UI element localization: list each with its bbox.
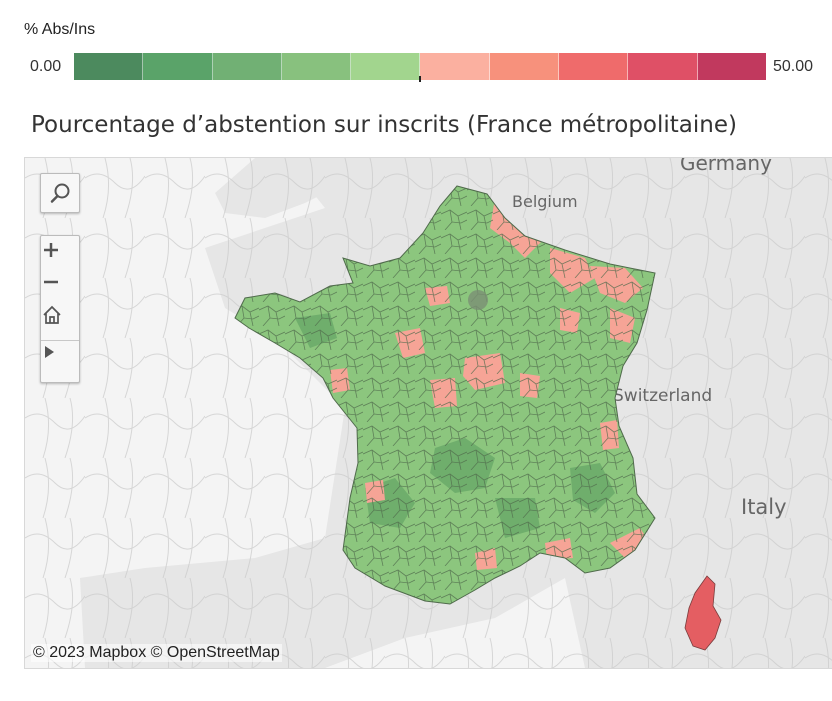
region-corsica[interactable] (684, 575, 722, 651)
map-title: Pourcentage d’abstention sur inscrits (F… (31, 112, 737, 138)
zoom-out-button[interactable] (41, 272, 79, 304)
country-label-germany: Germany (680, 158, 772, 175)
legend-swatch-2[interactable] (143, 53, 213, 80)
search-button[interactable] (40, 173, 80, 213)
legend-swatch-1[interactable] (74, 53, 144, 80)
plus-icon (44, 243, 58, 257)
search-icon (50, 183, 70, 203)
legend-swatch-8[interactable] (559, 53, 629, 80)
play-button[interactable] (41, 344, 79, 376)
map-canvas[interactable]: Germany Belgium Switzerland Italy (25, 158, 832, 668)
zoom-controls (40, 235, 80, 383)
home-icon (43, 305, 61, 324)
legend-swatch-7[interactable] (489, 53, 560, 80)
paris-dense-boundaries (468, 290, 488, 310)
legend-swatch-3[interactable] (212, 53, 282, 80)
minus-icon (44, 280, 58, 284)
legend-marker (419, 76, 421, 82)
legend-swatch-6[interactable] (420, 53, 490, 80)
zoom-in-button[interactable] (41, 240, 79, 272)
legend-swatch-9[interactable] (628, 53, 698, 80)
controls-divider (41, 340, 79, 341)
legend-title: % Abs/Ins (24, 21, 96, 38)
home-button[interactable] (41, 304, 79, 336)
legend-max-label: 50.00 (773, 58, 814, 75)
legend-min-label: 0.00 (30, 58, 62, 75)
legend-swatch-5[interactable] (351, 53, 421, 80)
map-view[interactable]: Germany Belgium Switzerland Italy (24, 157, 832, 669)
play-icon (45, 346, 54, 358)
country-label-belgium: Belgium (512, 192, 578, 211)
legend-swatch-4[interactable] (281, 53, 352, 80)
france-outline (234, 185, 656, 605)
country-label-switzerland: Switzerland (613, 386, 712, 406)
legend-swatch-10[interactable] (697, 53, 766, 80)
map-attribution[interactable]: © 2023 Mapbox © OpenStreetMap (31, 644, 282, 662)
country-label-italy: Italy (741, 495, 787, 519)
color-legend-bar[interactable] (74, 53, 766, 80)
